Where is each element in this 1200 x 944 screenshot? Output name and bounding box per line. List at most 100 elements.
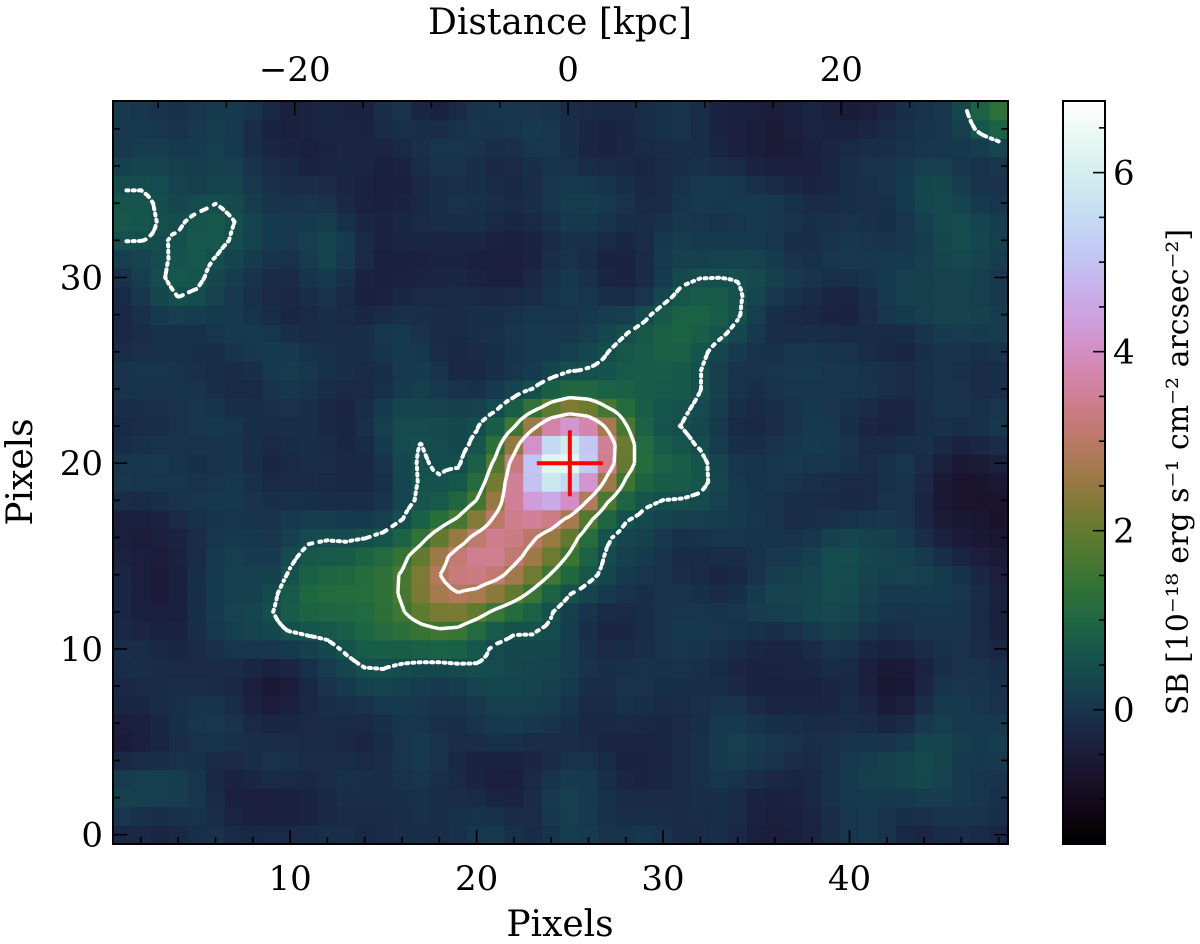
heatmap-cell — [113, 602, 133, 622]
heatmap-cell — [355, 546, 375, 566]
heatmap-cell — [131, 491, 151, 511]
heatmap-cell — [746, 658, 767, 678]
heatmap-cell — [541, 695, 562, 715]
heatmap-cell — [504, 751, 524, 771]
heatmap-cell — [952, 751, 972, 771]
heatmap-cell — [933, 175, 953, 195]
heatmap-cell — [131, 193, 151, 214]
heatmap-cell — [765, 472, 785, 492]
heatmap-cell — [280, 193, 301, 214]
heatmap-cell — [597, 416, 618, 436]
heatmap-cell — [224, 769, 245, 789]
heatmap-cell — [150, 602, 170, 622]
heatmap-cell — [597, 732, 618, 752]
heatmap-cell — [709, 472, 729, 492]
heatmap-cell — [877, 825, 897, 844]
heatmap-cell — [150, 658, 170, 678]
heatmap-cell — [280, 639, 301, 659]
heatmap-cell — [448, 193, 468, 214]
heatmap-cell — [485, 676, 506, 697]
heatmap-cell — [802, 751, 823, 771]
heatmap-cell — [840, 546, 860, 566]
heatmap-cell — [728, 788, 748, 808]
heatmap-cell — [429, 249, 450, 269]
heatmap-cell — [896, 286, 916, 306]
heatmap-cell — [728, 193, 748, 214]
heatmap-cell — [784, 342, 804, 362]
heatmap-cell — [914, 379, 935, 399]
heatmap-cell — [448, 323, 468, 344]
heatmap-cell — [672, 658, 692, 678]
heatmap-cell — [411, 398, 431, 418]
heatmap-cell — [280, 713, 301, 734]
heatmap-cell — [224, 156, 245, 176]
heatmap-cell — [653, 101, 673, 121]
heatmap-cell — [243, 156, 263, 176]
heatmap-cell — [374, 491, 394, 511]
heatmap-cell — [541, 806, 562, 827]
heatmap-cell — [784, 249, 804, 269]
heatmap-cell — [560, 138, 580, 158]
heatmap-cell — [429, 788, 450, 808]
heatmap-cell — [355, 732, 375, 752]
heatmap-cell — [728, 138, 748, 158]
heatmap-cell — [765, 621, 785, 641]
heatmap-cell — [411, 342, 431, 362]
heatmap-cell — [858, 342, 879, 362]
heatmap-cell — [374, 713, 394, 734]
heatmap-cell — [560, 175, 580, 195]
heatmap-cell — [840, 713, 860, 734]
heatmap-cell — [280, 676, 301, 697]
heatmap-cell — [709, 528, 729, 548]
heatmap-cell — [280, 231, 301, 251]
heatmap-cell — [728, 713, 748, 734]
heatmap-cell — [746, 268, 767, 288]
heatmap-cell — [318, 305, 338, 325]
heatmap-cell — [914, 268, 935, 288]
heatmap-cell — [933, 472, 953, 492]
heatmap-cell — [691, 193, 711, 214]
heatmap-cell — [299, 342, 319, 362]
heatmap-cell — [355, 323, 375, 344]
heatmap-cell — [523, 658, 543, 678]
heatmap-cell — [374, 231, 394, 251]
heatmap-cell — [318, 101, 338, 121]
heatmap-cell — [318, 732, 338, 752]
heatmap-cell — [541, 676, 562, 697]
heatmap-cell — [653, 528, 673, 548]
heatmap-cell — [709, 119, 729, 139]
heatmap-cell — [635, 788, 655, 808]
heatmap-cell — [374, 138, 394, 158]
heatmap-cell — [746, 769, 767, 789]
heatmap-cell — [392, 323, 412, 344]
heatmap-cell — [392, 305, 412, 325]
heatmap-cell — [765, 639, 785, 659]
heatmap-cell — [952, 119, 972, 139]
heatmap-cell — [635, 175, 655, 195]
heatmap-cell — [187, 565, 207, 585]
heatmap-cell — [858, 565, 879, 585]
heatmap-cell — [485, 751, 506, 771]
heatmap-cell — [746, 249, 767, 269]
heatmap-cell — [933, 546, 953, 566]
heatmap-cell — [336, 769, 356, 789]
heatmap-cell — [150, 509, 170, 529]
heatmap-cell — [691, 713, 711, 734]
heatmap-cell — [784, 286, 804, 306]
heatmap-cell — [374, 621, 394, 641]
heatmap-cell — [448, 491, 468, 511]
heatmap-cell — [168, 621, 189, 641]
heatmap-cell — [485, 416, 506, 436]
heatmap-cell — [858, 231, 879, 251]
heatmap-cell — [224, 583, 245, 604]
heatmap-cell — [579, 751, 599, 771]
heatmap-cell — [429, 231, 450, 251]
heatmap-cell — [113, 119, 133, 139]
heatmap-cell — [877, 231, 897, 251]
heatmap-cell — [429, 361, 450, 381]
heatmap-cell — [877, 732, 897, 752]
heatmap-cell — [858, 416, 879, 436]
heatmap-cell — [113, 305, 133, 325]
heatmap-cell — [448, 119, 468, 139]
